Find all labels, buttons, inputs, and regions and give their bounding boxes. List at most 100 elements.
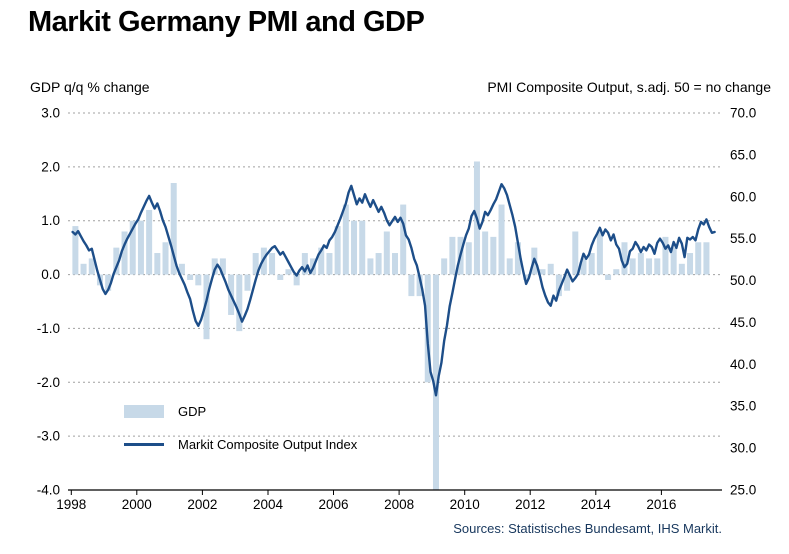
gdp-bar bbox=[367, 258, 374, 275]
gdp-bar bbox=[670, 247, 677, 275]
gdp-bar bbox=[88, 258, 95, 275]
gdp-bar bbox=[269, 253, 276, 275]
pmi-line bbox=[71, 183, 716, 397]
gdp-bar bbox=[678, 263, 685, 275]
left-tick-label: -2.0 bbox=[37, 375, 60, 390]
left-tick-label: -3.0 bbox=[37, 429, 60, 444]
x-tick-label: 2014 bbox=[581, 497, 612, 512]
gdp-bar bbox=[416, 274, 423, 297]
gdp-bar bbox=[195, 274, 202, 286]
right-tick-label: 40.0 bbox=[730, 357, 756, 372]
gdp-bar bbox=[572, 231, 579, 275]
gdp-bar bbox=[383, 231, 390, 275]
right-tick-label: 55.0 bbox=[730, 231, 756, 246]
gdp-bar bbox=[637, 253, 644, 275]
gdp-bar bbox=[629, 258, 636, 275]
left-tick-label: 3.0 bbox=[41, 106, 60, 121]
legend: GDP Markit Composite Output Index bbox=[124, 404, 357, 470]
gdp-bar bbox=[351, 220, 358, 275]
gdp-bar bbox=[482, 231, 489, 275]
gdp-bar bbox=[621, 242, 628, 275]
x-tick-label: 2006 bbox=[318, 497, 348, 512]
gdp-bar bbox=[498, 204, 505, 275]
gdp-bar bbox=[129, 220, 136, 275]
gdp-bar bbox=[219, 258, 226, 275]
gdp-bar bbox=[293, 274, 300, 286]
pmi-legend-label: Markit Composite Output Index bbox=[178, 437, 358, 452]
gdp-bar bbox=[646, 258, 653, 275]
gdp-bar bbox=[449, 236, 456, 275]
gdp-bar bbox=[695, 242, 702, 275]
legend-item-pmi: Markit Composite Output Index bbox=[124, 437, 357, 452]
gdp-bar bbox=[662, 236, 669, 275]
pmi-line-swatch bbox=[124, 443, 164, 446]
left-tick-label: -4.0 bbox=[37, 483, 60, 498]
gdp-bar bbox=[285, 269, 292, 275]
x-tick-label: 2016 bbox=[646, 497, 676, 512]
gdp-bar bbox=[80, 263, 87, 275]
gdp-bar bbox=[555, 274, 562, 297]
gdp-bar bbox=[687, 253, 694, 275]
gdp-bar bbox=[514, 242, 521, 275]
right-tick-label: 35.0 bbox=[730, 399, 756, 414]
combo-chart: 1998 2000 2002 2004 2006 2008 2010 2012 2014 2016… bbox=[37, 106, 757, 513]
gdp-bar bbox=[203, 274, 210, 340]
x-tick-label: 2010 bbox=[450, 497, 480, 512]
gdp-bar bbox=[178, 263, 185, 275]
gdp-bar bbox=[441, 258, 448, 275]
gdp-bar bbox=[564, 274, 571, 291]
gdp-bar bbox=[588, 253, 595, 275]
gdp-bar bbox=[72, 226, 79, 275]
gdp-bar bbox=[539, 269, 546, 275]
right-tick-label: 50.0 bbox=[730, 273, 756, 288]
gdp-bar bbox=[490, 236, 497, 275]
left-tick-label: -1.0 bbox=[37, 321, 60, 336]
gdp-bar bbox=[121, 231, 128, 275]
gdp-bar bbox=[465, 242, 472, 275]
gdp-bar bbox=[342, 204, 349, 275]
gdp-bar bbox=[187, 274, 194, 280]
right-tick-label: 70.0 bbox=[730, 106, 756, 121]
gdp-bar bbox=[375, 253, 382, 275]
gdp-bar bbox=[154, 253, 161, 275]
gdp-bar bbox=[170, 183, 177, 275]
gdp-bar bbox=[392, 253, 398, 275]
gdp-bar bbox=[547, 263, 554, 275]
gdp-bar bbox=[236, 274, 243, 332]
right-axis-title: PMI Composite Output, s.adj. 50 = no cha… bbox=[487, 79, 771, 95]
gdp-bar bbox=[326, 253, 333, 275]
gdp-bar bbox=[605, 274, 612, 280]
gdp-bar bbox=[580, 258, 587, 275]
gdp-bar bbox=[301, 253, 308, 275]
x-tick-label: 1998 bbox=[56, 497, 86, 512]
gdp-legend-label: GDP bbox=[178, 404, 207, 419]
gdp-bar bbox=[432, 274, 439, 490]
gridlines bbox=[68, 112, 722, 437]
right-tick-label: 45.0 bbox=[730, 315, 756, 330]
gdp-bar-swatch bbox=[124, 405, 164, 418]
gdp-bar bbox=[137, 220, 144, 275]
gdp-bar bbox=[334, 226, 341, 275]
source-note: Sources: Statistisches Bundesamt, IHS Ma… bbox=[453, 521, 722, 536]
gdp-bar bbox=[318, 247, 325, 275]
gdp-bar bbox=[359, 220, 366, 275]
gdp-bar bbox=[703, 242, 710, 275]
gdp-bar bbox=[244, 274, 251, 291]
gdp-bar bbox=[105, 274, 112, 291]
right-tick-label: 65.0 bbox=[730, 147, 756, 162]
x-tick-label: 2000 bbox=[122, 497, 152, 512]
gdp-bar bbox=[654, 258, 661, 275]
x-tick-label: 2012 bbox=[515, 497, 545, 512]
left-tick-label: 2.0 bbox=[41, 159, 60, 174]
x-tick-label: 2004 bbox=[253, 497, 284, 512]
gdp-bar bbox=[211, 258, 218, 275]
gdp-bar bbox=[252, 253, 259, 275]
left-tick-label: 0.0 bbox=[41, 267, 60, 282]
x-tick-label: 2002 bbox=[187, 497, 217, 512]
gdp-bar bbox=[408, 274, 415, 297]
gdp-bar bbox=[613, 269, 620, 275]
axes: 1998 2000 2002 2004 2006 2008 2010 2012 2014 2016… bbox=[37, 106, 757, 513]
gdp-bar bbox=[596, 231, 603, 275]
left-axis-title: GDP q/q % change bbox=[30, 79, 150, 95]
left-tick-label: 1.0 bbox=[41, 213, 60, 228]
